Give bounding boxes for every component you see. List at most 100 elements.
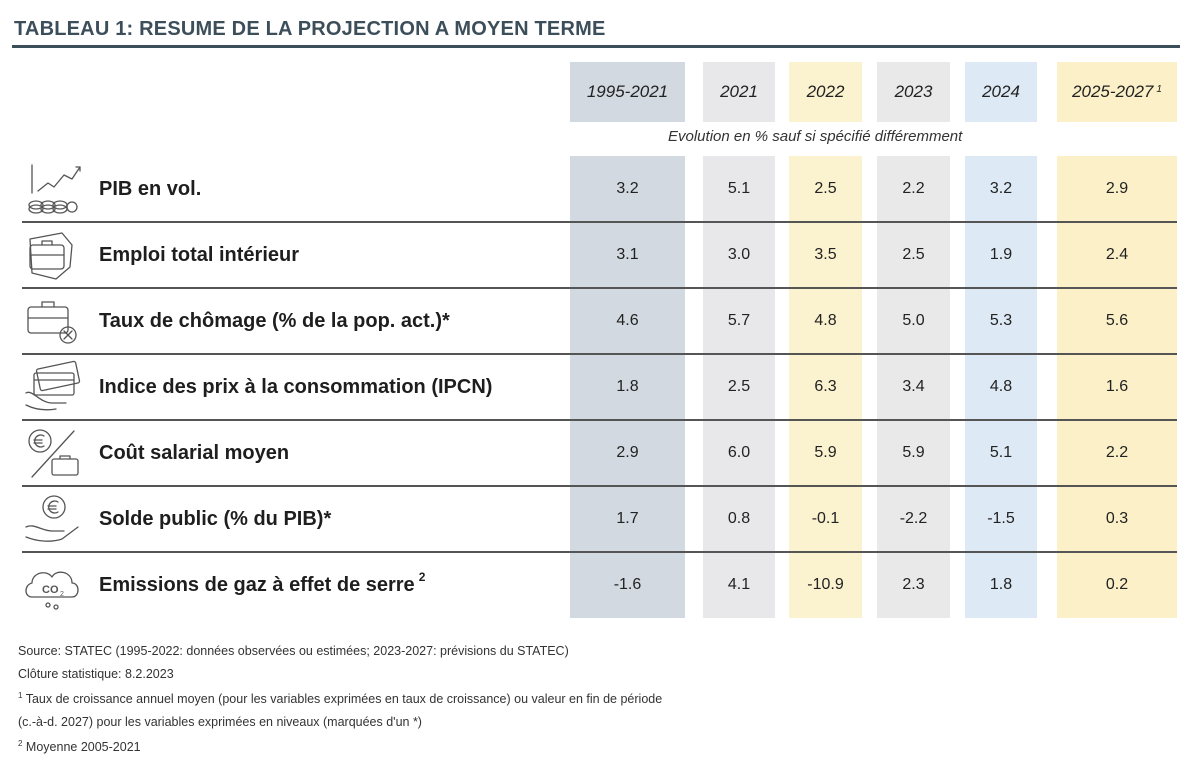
table-cell: 1.9 — [989, 246, 1013, 263]
table-cell: 5.9 — [814, 444, 837, 461]
table-cell: 1.7 — [616, 510, 639, 527]
table-cell: -1.6 — [613, 576, 642, 593]
column-header-label: 2022 — [806, 82, 845, 101]
table-cell: 2.3 — [902, 576, 925, 593]
column-header-label: 2025-2027 — [1072, 82, 1154, 101]
credit-card-hand-icon — [25, 360, 81, 411]
table-cell: 5.1 — [727, 180, 751, 197]
table-row: CO 2 Emissions de gaz à effet de serre 2 -1.… — [22, 552, 1177, 618]
svg-text:CO: CO — [42, 584, 59, 596]
table-cell: -1.5 — [987, 510, 1015, 527]
table-cell: 2.9 — [1105, 180, 1129, 197]
table-cell: 0.2 — [1105, 576, 1129, 593]
table-subheader: Evolution en % sauf si spécifié différem… — [668, 128, 963, 145]
table-cell: 2.9 — [616, 444, 639, 461]
table-cell: 3.2 — [989, 180, 1013, 197]
column-band-3 — [877, 156, 950, 618]
table-cell: 2.5 — [902, 246, 925, 263]
table-cell: 6.0 — [727, 444, 751, 461]
table-cell: -2.2 — [899, 510, 928, 527]
column-band-0 — [570, 156, 685, 618]
table-cell: 6.3 — [814, 378, 837, 395]
row-divider — [22, 485, 1177, 487]
table-cell: 4.8 — [989, 378, 1013, 395]
footnote-1-line1: Taux de croissance annuel moyen (pour le… — [22, 692, 663, 707]
table-row: Emploi total intérieur 3.1 3.0 3.5 2.5 1.9 2.4 — [22, 222, 1177, 288]
row-label: PIB en vol. — [99, 156, 201, 222]
table-cell: 3.2 — [616, 180, 639, 197]
table-cell: 5.0 — [902, 312, 925, 329]
table-cell: -0.1 — [811, 510, 840, 527]
growth-chart-icon — [28, 164, 81, 214]
column-band-5 — [1057, 156, 1177, 618]
table-cell: 3.4 — [902, 378, 925, 395]
column-header-3: 2023 — [877, 62, 950, 122]
table-cell: 5.1 — [989, 444, 1013, 461]
briefcase-x-icon — [27, 301, 77, 344]
column-band-1 — [703, 156, 775, 618]
table-cell: 2.5 — [814, 180, 837, 197]
table-title: TABLEAU 1: RESUME DE LA PROJECTION A MOY… — [14, 18, 606, 40]
row-label-text: Solde public (% du PIB)* — [99, 507, 332, 530]
table-row: Taux de chômage (% de la pop. act.)* 4.6 5… — [22, 288, 1177, 354]
table-cell: 3.1 — [616, 246, 639, 263]
row-divider — [22, 353, 1177, 355]
footnote-1-cont: (c.-à-d. 2027) pour les variables exprim… — [18, 714, 422, 729]
column-header-label: 1995-2021 — [586, 82, 669, 101]
column-header-2: 2022 — [789, 62, 862, 122]
hand-euro-coin-icon — [25, 495, 79, 542]
title-rule — [12, 45, 1180, 48]
row-label: Emploi total intérieur — [99, 222, 299, 288]
table-row: Solde public (% du PIB)* 1.7 0.8 -0.1 -2.2 -1… — [22, 486, 1177, 552]
table-cell: 5.6 — [1105, 312, 1129, 329]
source-note: Source: STATEC (1995-2022: données obser… — [18, 644, 569, 658]
column-header-footnote: 1 — [1156, 83, 1162, 95]
svg-text:2: 2 — [60, 591, 64, 598]
row-label: Coût salarial moyen — [99, 420, 289, 486]
row-label-text: Taux de chômage (% de la pop. act.)* — [99, 309, 450, 332]
row-divider — [22, 287, 1177, 289]
column-header-label: 2024 — [982, 82, 1020, 101]
column-header-4: 2024 — [965, 62, 1037, 122]
table-cell: 5.7 — [727, 312, 751, 329]
table-cell: 2.5 — [727, 378, 751, 395]
table-row: Coût salarial moyen 2.9 6.0 5.9 5.9 5.1 2.2 — [22, 420, 1177, 486]
table-cell: 3.0 — [727, 246, 751, 263]
footnote-2-text: Moyenne 2005-2021 — [22, 740, 141, 755]
table-cell: 5.9 — [902, 444, 925, 461]
table-cell: 0.3 — [1105, 510, 1129, 527]
row-label-text: PIB en vol. — [99, 177, 202, 200]
table-cell: 1.6 — [1105, 378, 1129, 395]
table-cell: 3.5 — [814, 246, 837, 263]
column-header-5: 2025-2027 1 — [1057, 62, 1177, 122]
footnote-1: 1 Taux de croissance annuel moyen (pour … — [18, 685, 662, 711]
row-divider — [22, 551, 1177, 553]
column-band-4 — [965, 156, 1037, 618]
footnote-2-mark: 2 — [18, 739, 23, 749]
table-cell: 2.4 — [1105, 246, 1129, 263]
row-label: Solde public (% du PIB)* — [99, 486, 331, 552]
table-cell: 0.8 — [727, 510, 751, 527]
column-header-0: 1995-2021 — [570, 62, 685, 122]
column-band-2 — [789, 156, 862, 618]
table-cell: 4.8 — [814, 312, 837, 329]
table-cell: 2.2 — [902, 180, 925, 197]
euro-briefcase-icon — [28, 429, 79, 478]
row-label-footnote: 2 — [418, 570, 426, 584]
row-label: Indice des prix à la consommation (IPCN) — [99, 354, 492, 420]
table-cell: 1.8 — [616, 378, 639, 395]
row-label-text: Indice des prix à la consommation (IPCN) — [99, 375, 493, 398]
co2-cloud-icon: CO 2 — [25, 571, 79, 610]
column-header-label: 2021 — [720, 82, 758, 101]
row-label: Emissions de gaz à effet de serre 2 — [99, 552, 425, 618]
column-header-1: 2021 — [703, 62, 775, 122]
table-row: PIB en vol. 3.2 5.1 2.5 2.2 3.2 2.9 — [22, 156, 1177, 222]
table-cell: 4.1 — [727, 576, 751, 593]
footnote-2: 2 Moyenne 2005-2021 — [18, 733, 662, 759]
row-label-text: Emploi total intérieur — [99, 243, 300, 266]
footnote-1-mark: 1 — [18, 691, 23, 700]
briefcase-map-icon — [29, 232, 73, 280]
table-cell: -10.9 — [807, 576, 844, 593]
row-divider — [22, 419, 1177, 421]
column-header-label: 2023 — [894, 82, 933, 101]
